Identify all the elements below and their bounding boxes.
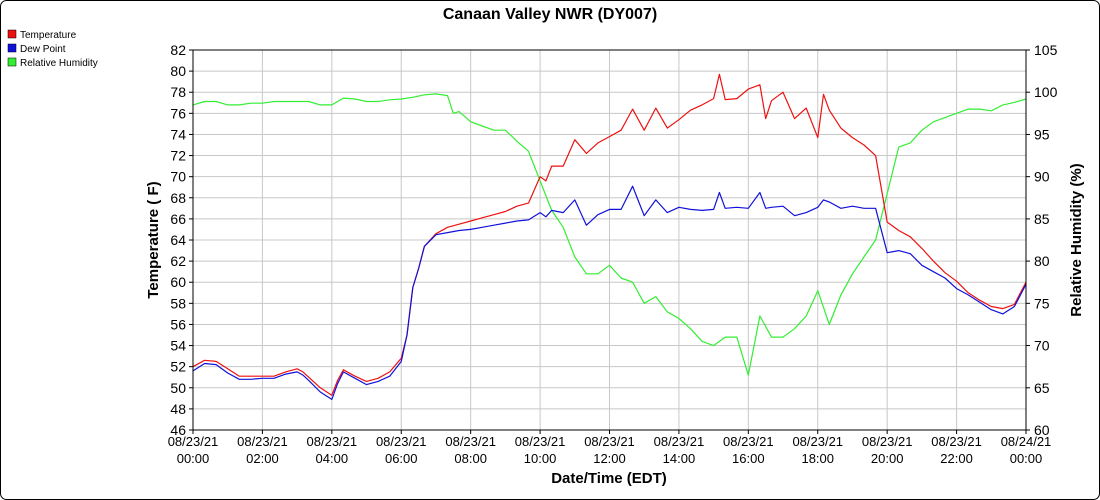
y-tick-label: 70 [170, 169, 186, 185]
y2-tick-label: 70 [1034, 338, 1050, 354]
y-axis-label: Temperature ( F) [145, 181, 162, 298]
y-tick-label: 72 [170, 148, 186, 164]
y2-axis-label: Relative Humidity (%) [1068, 163, 1085, 316]
series-line-dew-point [192, 185, 1027, 400]
y-axis-left-ticks: 46 48 50 52 54 56 58 60 62 64 66 68 70 72 74 76 78 80 82 [170, 42, 193, 438]
chart-title: Canaan Valley NWR (DY007) [443, 6, 657, 23]
y-axis-right-ticks: 60 65 70 75 80 85 90 95 100 105 [1026, 42, 1058, 438]
x-tick-date: 08/23/21 [168, 434, 219, 449]
legend-label-temperature: Temperature [20, 30, 77, 41]
y-tick-label: 58 [170, 295, 186, 311]
x-tick-time: 00:00 [1010, 451, 1043, 466]
x-tick-date: 08/23/21 [723, 434, 774, 449]
x-tick-date: 08/23/21 [792, 434, 843, 449]
y-tick-label: 52 [170, 359, 186, 375]
y-tick-label: 80 [170, 63, 186, 79]
y-tick-label: 54 [170, 338, 186, 354]
x-tick-time: 20:00 [871, 451, 904, 466]
x-tick-time: 00:00 [177, 451, 210, 466]
x-tick-date: 08/23/21 [584, 434, 635, 449]
y-tick-label: 64 [170, 232, 186, 248]
x-tick-date: 08/23/21 [307, 434, 358, 449]
y-tick-label: 62 [170, 253, 186, 269]
y2-tick-label: 80 [1034, 253, 1050, 269]
y2-tick-label: 60 [1034, 422, 1050, 438]
y-tick-label: 60 [170, 274, 186, 290]
y-tick-label: 68 [170, 190, 186, 206]
y2-tick-label: 100 [1034, 84, 1058, 100]
legend: Temperature Dew Point Relative Humidity [7, 29, 98, 69]
x-tick-time: 10:00 [524, 451, 557, 466]
y2-tick-label: 95 [1034, 126, 1050, 142]
y2-tick-label: 105 [1034, 42, 1058, 58]
legend-swatch-dew-point [7, 43, 17, 53]
y2-tick-label: 85 [1034, 211, 1050, 227]
x-tick-date: 08/24/21 [1001, 434, 1052, 449]
x-tick-time: 12:00 [593, 451, 626, 466]
x-tick-date: 08/23/21 [931, 434, 982, 449]
x-tick-date: 08/23/21 [376, 434, 427, 449]
series-line-temperature [192, 73, 1027, 396]
x-tick-date: 08/23/21 [862, 434, 913, 449]
x-axis-ticks: 08/23/21 00:00 08/23/21 02:00 08/23/21 04:00 0… [168, 430, 1052, 466]
series-lines [192, 73, 1027, 400]
series-line-relative-humidity [192, 93, 1027, 376]
legend-swatch-relative-humidity [7, 57, 17, 67]
y-tick-label: 74 [170, 126, 186, 142]
x-tick-date: 08/23/21 [515, 434, 566, 449]
y-tick-label: 76 [170, 105, 186, 121]
y2-tick-label: 75 [1034, 295, 1050, 311]
x-tick-date: 08/23/21 [237, 434, 288, 449]
x-tick-time: 04:00 [316, 451, 349, 466]
y-tick-label: 82 [170, 42, 186, 58]
y-tick-label: 48 [170, 401, 186, 417]
x-tick-time: 16:00 [732, 451, 765, 466]
x-tick-time: 14:00 [663, 451, 696, 466]
x-tick-time: 18:00 [801, 451, 834, 466]
x-tick-time: 06:00 [385, 451, 418, 466]
y-tick-label: 78 [170, 84, 186, 100]
y2-tick-label: 65 [1034, 380, 1050, 396]
x-tick-time: 22:00 [940, 451, 973, 466]
x-tick-date: 08/23/21 [654, 434, 705, 449]
x-tick-date: 08/23/21 [445, 434, 496, 449]
y-tick-label: 50 [170, 380, 186, 396]
x-axis-label: Date/Time (EDT) [551, 470, 667, 487]
y-tick-label: 46 [170, 422, 186, 438]
y-tick-label: 56 [170, 316, 186, 332]
x-tick-time: 02:00 [246, 451, 279, 466]
legend-label-dew-point: Dew Point [20, 44, 66, 55]
x-tick-time: 08:00 [454, 451, 487, 466]
y2-tick-label: 90 [1034, 169, 1050, 185]
legend-swatch-temperature [7, 29, 17, 39]
legend-label-relative-humidity: Relative Humidity [20, 58, 98, 69]
y-tick-label: 66 [170, 211, 186, 227]
plot-area [192, 49, 1027, 431]
